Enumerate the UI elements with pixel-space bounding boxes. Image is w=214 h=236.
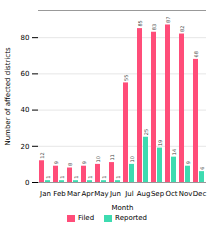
svg-text:1: 1 bbox=[45, 176, 51, 179]
svg-text:Dec: Dec bbox=[193, 190, 207, 198]
svg-text:Number of affected districts: Number of affected districts bbox=[4, 47, 12, 146]
svg-text:11: 11 bbox=[109, 154, 115, 160]
svg-text:85: 85 bbox=[137, 20, 143, 26]
html-text:Filed: Filed bbox=[77, 214, 95, 222]
svg-text:Month: Month bbox=[112, 204, 134, 212]
svg-text:6: 6 bbox=[199, 166, 205, 169]
svg-text:9: 9 bbox=[185, 161, 191, 164]
svg-text:Sep: Sep bbox=[151, 190, 165, 198]
svg-text:19: 19 bbox=[157, 140, 163, 146]
svg-text:0: 0 bbox=[25, 179, 29, 187]
svg-text:Oct: Oct bbox=[165, 190, 177, 198]
svg-text:Jul: Jul bbox=[124, 190, 134, 198]
svg-text:25: 25 bbox=[143, 129, 149, 135]
svg-text:20: 20 bbox=[21, 143, 30, 151]
svg-text:10: 10 bbox=[95, 156, 101, 162]
svg-text:14: 14 bbox=[171, 149, 177, 155]
svg-text:1: 1 bbox=[115, 176, 121, 179]
svg-text:80: 80 bbox=[21, 34, 30, 42]
svg-text:60: 60 bbox=[21, 70, 30, 78]
svg-text:Jun: Jun bbox=[109, 190, 121, 198]
svg-text:9: 9 bbox=[53, 161, 59, 164]
svg-text:May: May bbox=[94, 190, 108, 198]
svg-text:83: 83 bbox=[151, 24, 157, 30]
svg-text:Nov: Nov bbox=[179, 190, 193, 198]
svg-text:9: 9 bbox=[81, 161, 87, 164]
svg-text:Apr: Apr bbox=[81, 190, 93, 198]
svg-text:12: 12 bbox=[39, 152, 45, 158]
svg-text:Aug: Aug bbox=[137, 190, 151, 198]
svg-text:8: 8 bbox=[67, 163, 73, 166]
svg-text:1: 1 bbox=[59, 176, 65, 179]
svg-text:10: 10 bbox=[129, 156, 135, 162]
svg-text:55: 55 bbox=[123, 75, 129, 81]
svg-text:87: 87 bbox=[165, 17, 171, 23]
svg-text:82: 82 bbox=[179, 26, 185, 32]
svg-text:1: 1 bbox=[73, 176, 79, 179]
html-text:Reported: Reported bbox=[115, 214, 148, 222]
svg-text:1: 1 bbox=[101, 176, 107, 179]
svg-text:1: 1 bbox=[87, 176, 93, 179]
svg-text:Mar: Mar bbox=[67, 190, 80, 198]
svg-text:Feb: Feb bbox=[53, 190, 66, 198]
svg-text:40: 40 bbox=[21, 106, 30, 114]
svg-text:Jan: Jan bbox=[39, 190, 51, 198]
svg-text:68: 68 bbox=[193, 51, 199, 57]
